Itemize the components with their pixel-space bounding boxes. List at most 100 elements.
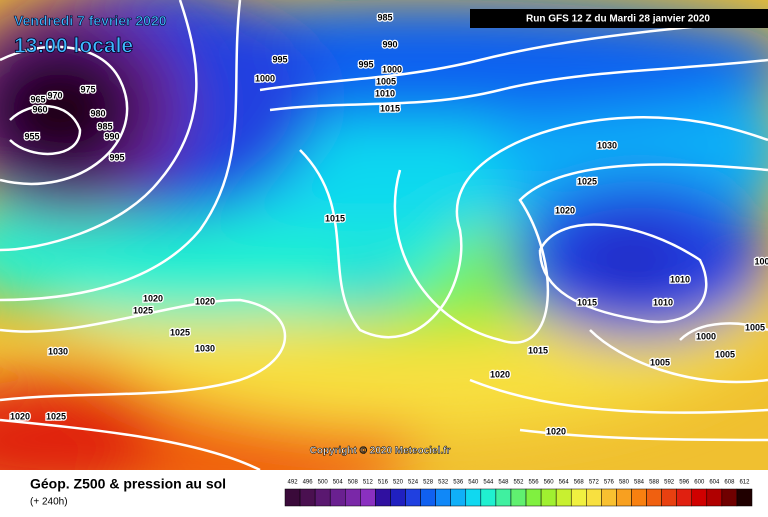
- scale-swatch: [555, 488, 572, 507]
- scale-swatch: [540, 488, 557, 507]
- scale-swatch: [299, 488, 316, 507]
- scale-swatch: [736, 488, 753, 507]
- legend: 492 496 500 504 508 512 516 520 524 528 532 536 540 5…: [284, 480, 753, 507]
- isobar-label: 965: [30, 94, 45, 104]
- isobar-label: 1020: [555, 205, 575, 215]
- isobar-label: 1010: [670, 274, 690, 284]
- scale-swatch: [450, 488, 467, 507]
- isobar-label: 1000: [382, 64, 402, 74]
- scale-label: 524: [408, 480, 419, 486]
- scale-swatch: [510, 488, 527, 507]
- isobar-label: 980: [90, 108, 105, 118]
- isobar-label: 955: [24, 131, 39, 141]
- run-band: [470, 9, 768, 28]
- isobar-label: 1015: [380, 103, 400, 113]
- scale-swatch: [601, 488, 617, 507]
- scale-label: 516: [378, 480, 389, 486]
- isobar-label: 960: [32, 104, 47, 114]
- scale-label: 540: [468, 480, 479, 486]
- scale-label: 552: [513, 480, 524, 486]
- scale-swatch: [616, 488, 632, 507]
- scale-label: 520: [393, 480, 404, 486]
- scale-label: 508: [348, 480, 359, 486]
- scale-label: 556: [529, 480, 540, 486]
- isobar-lines: [0, 0, 768, 470]
- isobar-label: 1015: [577, 297, 597, 307]
- isobar-label: 1025: [46, 411, 66, 421]
- scale-label: 592: [664, 480, 675, 486]
- scale-swatch: [661, 488, 677, 507]
- forecast-time: 13:00 locale: [14, 35, 133, 58]
- scale-swatch: [586, 488, 602, 507]
- scale-label: 568: [574, 480, 585, 486]
- isobar-label: 1005: [715, 349, 735, 359]
- scale-label: 512: [363, 480, 374, 486]
- scale-swatch: [465, 488, 482, 507]
- scale-swatch: [676, 488, 692, 507]
- run-info: Run GFS 12 Z du Mardi 28 janvier 2020: [526, 14, 710, 25]
- scale-swatch: [345, 488, 361, 507]
- scale-label: 580: [619, 480, 630, 486]
- scale-label: 572: [589, 480, 600, 486]
- footer-lead: (+ 240h): [30, 497, 68, 508]
- isobar-label: 1010: [653, 297, 673, 307]
- scale-swatch: [721, 488, 738, 507]
- isobar-label: 970: [47, 90, 62, 100]
- isobar-label: 990: [104, 131, 119, 141]
- scale-swatch: [390, 488, 406, 507]
- scale-swatch: [570, 488, 587, 507]
- scale-swatch: [495, 488, 512, 507]
- scale-swatch: [691, 488, 708, 507]
- scale-swatch: [706, 488, 723, 507]
- scale-swatch: [435, 488, 451, 507]
- scale-swatch: [284, 488, 301, 507]
- scale-swatch: [480, 488, 497, 507]
- scale-swatch: [405, 488, 421, 507]
- isobar-label: 1020: [10, 411, 30, 421]
- isobar-label: 1020: [490, 369, 510, 379]
- isobar-label: 990: [382, 39, 397, 49]
- isobar-label: 1030: [597, 140, 617, 150]
- isobar-label: 1025: [133, 305, 153, 315]
- isobar-label: 975: [80, 84, 95, 94]
- isobar-label: 1020: [195, 296, 215, 306]
- isobar-label: 1025: [577, 176, 597, 186]
- scale-label: 504: [333, 480, 344, 486]
- scale-label: 576: [604, 480, 615, 486]
- isobar-label: 1005: [745, 322, 765, 332]
- scale-swatch: [329, 488, 346, 507]
- isobar-label: 995: [358, 59, 373, 69]
- scale-swatch: [420, 488, 436, 507]
- scale-swatch: [525, 488, 542, 507]
- scale-label: 604: [709, 480, 720, 486]
- isobar-label: 1030: [48, 346, 68, 356]
- scale-label: 600: [694, 480, 705, 486]
- scale-label: 536: [453, 480, 464, 486]
- isobar-label: 1015: [528, 345, 548, 355]
- scale-label: 608: [724, 480, 735, 486]
- isobar-label: 1015: [325, 213, 345, 223]
- scale-label: 548: [498, 480, 509, 486]
- scale-label: 532: [438, 480, 449, 486]
- isobar-label: 1000: [696, 331, 716, 341]
- scale-label: 528: [423, 480, 434, 486]
- scale-label: 492: [288, 480, 299, 486]
- isobar-label: 1005: [650, 357, 670, 367]
- isobar-label: 995: [272, 54, 287, 64]
- scale-swatch: [631, 488, 647, 507]
- scale-label: 588: [649, 480, 660, 486]
- scale-label: 596: [679, 480, 690, 486]
- isobar-label: 1020: [143, 293, 163, 303]
- isobar-label: 1030: [195, 343, 215, 353]
- scale-label: 496: [303, 480, 314, 486]
- scale-swatch: [314, 488, 331, 507]
- scale-label: 564: [559, 480, 570, 486]
- scale-label: 560: [544, 480, 555, 486]
- isobar-label: 1020: [546, 426, 566, 436]
- scale-label: 500: [318, 480, 329, 486]
- isobar-label: 100: [754, 256, 768, 266]
